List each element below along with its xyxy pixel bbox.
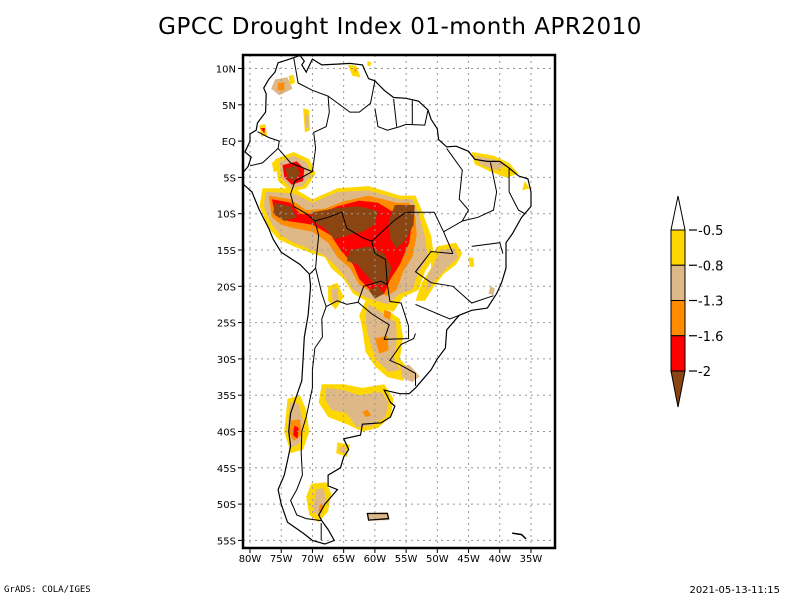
- legend-swatch: [670, 335, 686, 372]
- legend-label: -1.3: [698, 295, 723, 310]
- south-georgia-outline: [512, 532, 527, 540]
- y-tick-label: 5N: [222, 101, 236, 112]
- y-tick-label: 40S: [217, 428, 236, 439]
- drought-area-yellow: [348, 64, 361, 78]
- drought-core-brown: [368, 286, 385, 299]
- x-tick-label: 60W: [364, 554, 387, 565]
- country-border: [442, 148, 470, 254]
- x-axis: 80W 75W 70W 65W 60W 55W 50W 45W 40W 35W: [239, 548, 543, 565]
- color-legend: -0.5 -0.8 -1.3 -1.6 -2: [670, 195, 723, 408]
- y-tick-label: 55S: [217, 536, 236, 547]
- y-tick-label: 15S: [217, 246, 236, 257]
- drought-area-tan: [399, 364, 420, 383]
- drought-shading-layer: [259, 61, 530, 523]
- legend-swatch: [670, 300, 686, 337]
- y-tick-label: 5S: [223, 173, 236, 184]
- drought-area-tan: [324, 387, 389, 428]
- x-tick-label: 45W: [457, 554, 480, 565]
- drought-area-yellow: [367, 61, 372, 67]
- x-tick-label: 80W: [239, 554, 262, 565]
- country-border: [415, 303, 460, 320]
- coastline: [244, 56, 532, 545]
- drought-core-brown: [346, 246, 392, 285]
- drought-area-tan: [339, 446, 347, 454]
- country-border: [462, 162, 498, 222]
- country-border: [414, 250, 494, 304]
- country-border: [290, 306, 327, 522]
- country-border: [249, 131, 280, 167]
- legend-bottom-arrow: [670, 370, 686, 408]
- drought-area-yellow: [468, 257, 475, 267]
- y-tick-label: EQ: [222, 137, 236, 148]
- drought-core-brown: [285, 165, 300, 181]
- timestamp: 2021-05-13-11:15: [689, 585, 780, 596]
- map-frame: [241, 53, 557, 550]
- map-title: GPCC Drought Index 01-month APR2010: [158, 14, 642, 40]
- y-tick-label: 50S: [217, 500, 236, 511]
- drought-area-red: [293, 425, 299, 439]
- y-tick-label: 25S: [217, 319, 236, 330]
- drought-core-brown: [273, 202, 297, 221]
- x-tick-label: 35W: [520, 554, 543, 565]
- drought-area-tan: [331, 287, 339, 304]
- y-axis: 10N 5N EQ 5S 10S 15S 20S 25S 30S 35S 40S 45S 50S 55S: [216, 65, 243, 547]
- y-tick-label: 20S: [217, 282, 236, 293]
- legend-label: -0.8: [698, 259, 723, 274]
- coastline-layer: [244, 56, 532, 545]
- country-border: [357, 284, 410, 340]
- x-tick-label: 40W: [488, 554, 511, 565]
- drought-area-orange: [318, 504, 324, 514]
- country-border: [293, 57, 330, 172]
- country-border: [371, 211, 445, 242]
- drought-area-red: [260, 128, 265, 134]
- country-border: [277, 148, 320, 275]
- drought-area-tan: [313, 488, 327, 517]
- country-border: [389, 333, 416, 386]
- y-tick-label: 10N: [216, 65, 236, 76]
- y-tick-label: 45S: [217, 464, 236, 475]
- drought-area-tan: [426, 248, 459, 293]
- x-tick-label: 70W: [301, 554, 324, 565]
- y-tick-label: 35S: [217, 391, 236, 402]
- gridlines: [244, 56, 554, 547]
- x-tick-label: 50W: [426, 554, 449, 565]
- falklands-outline: [366, 512, 390, 521]
- country-border: [327, 80, 376, 113]
- legend-label: -2: [698, 365, 711, 380]
- drought-area-yellow: [271, 159, 279, 173]
- drought-area-orange: [362, 409, 372, 417]
- y-tick-label: 10S: [217, 210, 236, 221]
- drought-area-tan: [488, 286, 495, 295]
- drought-core-brown: [388, 205, 415, 249]
- drought-area-yellow: [522, 181, 530, 191]
- country-border: [508, 168, 525, 215]
- drought-area-tan: [304, 113, 309, 128]
- x-tick-label: 75W: [270, 554, 293, 565]
- legend-swatch: [670, 264, 686, 301]
- country-border: [471, 242, 504, 254]
- legend-label: -1.6: [698, 330, 723, 345]
- drought-area-orange: [353, 68, 357, 73]
- legend-top-arrow: [670, 195, 686, 231]
- x-tick-label: 65W: [332, 554, 355, 565]
- legend-label: -0.5: [698, 224, 723, 239]
- grads-credit: GrADS: COLA/IGES: [4, 585, 91, 595]
- drought-area-yellow: [288, 75, 295, 85]
- drought-area-orange: [374, 335, 389, 354]
- country-border: [374, 108, 429, 131]
- x-tick-label: 55W: [395, 554, 418, 565]
- country-border: [393, 98, 398, 127]
- y-tick-label: 30S: [217, 355, 236, 366]
- drought-area-orange: [383, 310, 392, 320]
- legend-swatch: [670, 229, 686, 266]
